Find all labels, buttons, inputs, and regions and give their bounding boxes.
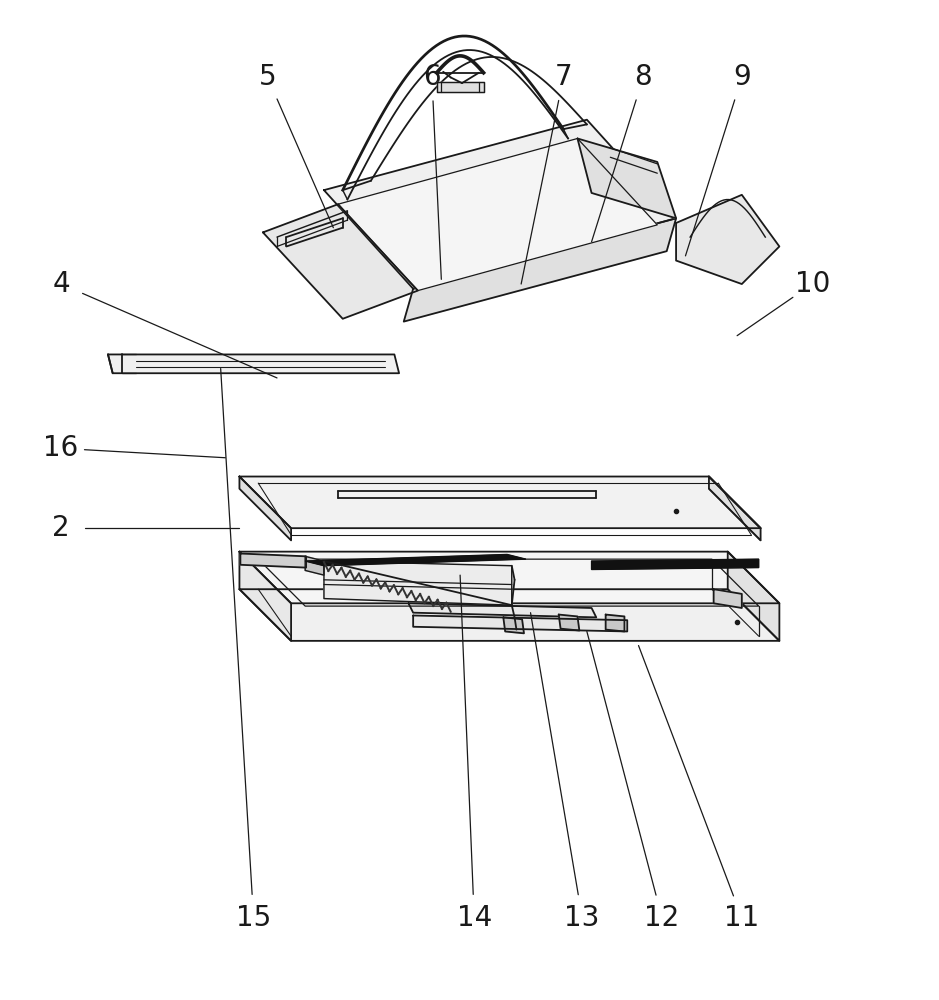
Polygon shape: [239, 589, 779, 641]
Polygon shape: [503, 617, 524, 633]
Polygon shape: [714, 589, 742, 608]
Polygon shape: [709, 477, 761, 540]
Text: 6: 6: [423, 63, 440, 91]
Text: 2: 2: [53, 514, 69, 542]
Polygon shape: [239, 477, 291, 540]
Polygon shape: [305, 556, 324, 575]
Text: 10: 10: [794, 270, 830, 298]
Text: 11: 11: [724, 904, 760, 932]
Polygon shape: [606, 615, 624, 631]
Text: 15: 15: [236, 904, 271, 932]
Text: 7: 7: [555, 63, 572, 91]
Text: 9: 9: [733, 63, 750, 91]
Text: 16: 16: [43, 434, 79, 462]
Polygon shape: [239, 477, 761, 528]
Polygon shape: [263, 204, 418, 319]
Text: 5: 5: [259, 63, 276, 91]
Text: 4: 4: [53, 270, 69, 298]
Text: 14: 14: [456, 904, 492, 932]
Polygon shape: [437, 82, 484, 92]
Polygon shape: [592, 559, 759, 569]
Polygon shape: [240, 554, 306, 568]
Polygon shape: [577, 138, 676, 218]
Polygon shape: [728, 552, 779, 641]
Polygon shape: [404, 218, 676, 322]
Polygon shape: [676, 195, 779, 284]
Text: 13: 13: [564, 904, 600, 932]
Polygon shape: [338, 138, 657, 291]
Polygon shape: [324, 561, 512, 605]
Polygon shape: [108, 354, 399, 373]
Polygon shape: [408, 603, 596, 617]
Polygon shape: [324, 120, 676, 289]
Polygon shape: [305, 554, 526, 566]
Text: 8: 8: [635, 63, 652, 91]
Polygon shape: [413, 615, 627, 631]
Polygon shape: [239, 552, 291, 641]
Polygon shape: [239, 552, 779, 603]
Text: 12: 12: [644, 904, 680, 932]
Polygon shape: [559, 615, 579, 631]
